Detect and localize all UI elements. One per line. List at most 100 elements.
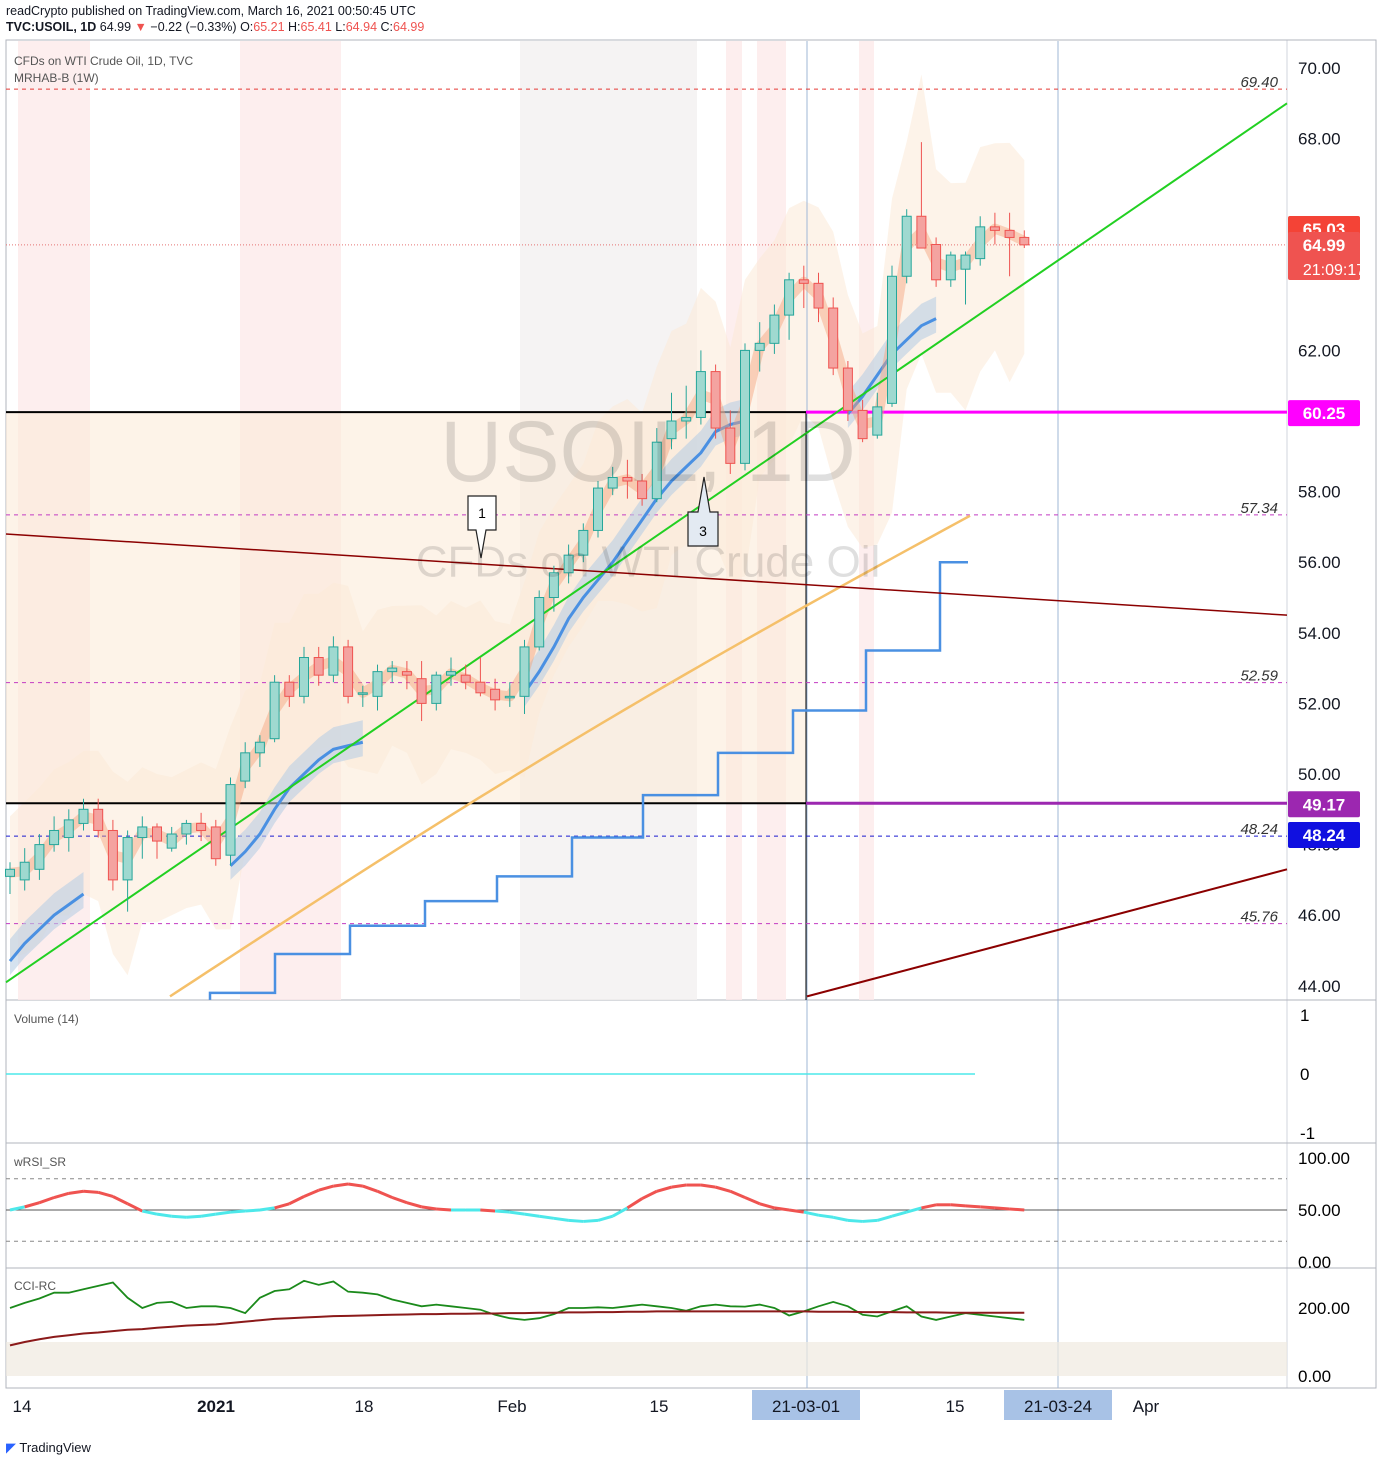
level-label: 57.34 bbox=[1240, 500, 1278, 517]
candle-body bbox=[695, 371, 706, 418]
rsi-line-segment bbox=[9, 1205, 26, 1212]
stepped-line bbox=[208, 560, 968, 1000]
candle-body bbox=[534, 597, 545, 648]
candle-body bbox=[34, 844, 45, 870]
candle-body bbox=[299, 657, 309, 697]
rsi-tick-label: 0.00 bbox=[1298, 1253, 1331, 1272]
price-label-box bbox=[1288, 822, 1360, 848]
candle-body bbox=[181, 822, 192, 835]
candle-body bbox=[107, 829, 118, 881]
candle-body bbox=[842, 367, 853, 411]
candle-body bbox=[857, 409, 868, 440]
tradingview-logo-icon: ◤ bbox=[6, 1440, 16, 1455]
rsi-line-segment bbox=[509, 1210, 525, 1216]
candle-body bbox=[490, 688, 501, 701]
volume-pane-title: Volume (14) bbox=[14, 1012, 79, 1026]
watermark-symbol: USOIL, 1D bbox=[440, 404, 856, 500]
candle-body bbox=[622, 476, 633, 482]
low-label: L: bbox=[335, 20, 346, 34]
rsi-line-segment bbox=[318, 1184, 334, 1192]
high-value: 65.41 bbox=[300, 20, 332, 34]
x-tick-label: Apr bbox=[1133, 1397, 1160, 1416]
rsi-line-segment bbox=[245, 1208, 261, 1213]
rsi-line-segment bbox=[891, 1210, 908, 1218]
candle-body bbox=[401, 671, 412, 676]
rsi-line-segment bbox=[156, 1212, 172, 1218]
candle-body bbox=[887, 275, 897, 404]
candle-body bbox=[916, 215, 927, 249]
price-label-sub: 21:09:17 bbox=[1303, 262, 1365, 279]
rsi-line-segment bbox=[568, 1218, 584, 1223]
candle-body bbox=[431, 674, 442, 704]
y-tick-label: 52.00 bbox=[1298, 694, 1341, 713]
rsi-line-segment bbox=[494, 1209, 510, 1214]
y-tick-label: 58.00 bbox=[1298, 483, 1341, 502]
candle-body bbox=[475, 681, 486, 694]
candle-body bbox=[137, 826, 148, 839]
candle-body bbox=[446, 671, 456, 676]
rsi-line-segment bbox=[38, 1196, 55, 1205]
last-price: 64.99 bbox=[99, 20, 132, 34]
candle-body bbox=[343, 646, 354, 697]
cci-pane-title: CCI-RC bbox=[14, 1279, 56, 1293]
rsi-line-segment bbox=[112, 1195, 129, 1206]
rsi-line-segment bbox=[421, 1205, 437, 1211]
level-label: 45.76 bbox=[1240, 909, 1278, 926]
level-label: 69.40 bbox=[1240, 74, 1278, 91]
price-label-text: 48.24 bbox=[1303, 826, 1346, 845]
y-tick-label: 46.00 bbox=[1298, 906, 1341, 925]
rsi-line-segment bbox=[83, 1189, 99, 1194]
callout-3-shape bbox=[687, 476, 719, 547]
candle-body bbox=[19, 861, 30, 881]
level-label: 52.59 bbox=[1240, 668, 1278, 685]
y-tick-label: 62.00 bbox=[1298, 341, 1341, 360]
rsi-line-segment bbox=[1009, 1207, 1025, 1212]
candle-body bbox=[651, 441, 662, 500]
candle-body bbox=[740, 349, 750, 464]
rsi-line-segment bbox=[759, 1202, 775, 1210]
candle-body bbox=[372, 671, 383, 697]
x-tick-label: Feb bbox=[497, 1397, 526, 1416]
candle-body bbox=[813, 282, 824, 309]
candle-body bbox=[960, 254, 971, 270]
rsi-line-segment bbox=[303, 1188, 320, 1198]
candle-body bbox=[196, 822, 207, 831]
red-trendline-lower bbox=[806, 868, 1288, 998]
blue-ma-line bbox=[8, 892, 85, 963]
blue-ma-line bbox=[523, 419, 746, 694]
callout-1-shape bbox=[467, 495, 497, 559]
x-tick-label: 15 bbox=[946, 1397, 965, 1416]
callout-3-label: 3 bbox=[699, 523, 707, 539]
rsi-line-segment bbox=[832, 1215, 849, 1222]
candle-body bbox=[872, 406, 883, 436]
rsi-line-segment bbox=[24, 1201, 40, 1209]
candle-body bbox=[240, 752, 251, 782]
level-label: 48.24 bbox=[1240, 821, 1278, 838]
publisher-line: readCrypto published on TradingView.com,… bbox=[6, 4, 416, 18]
candle-body bbox=[122, 837, 133, 881]
change-value: −0.22 (−0.33%) bbox=[150, 20, 237, 34]
candle-body bbox=[798, 279, 809, 284]
x-tick-label: 18 bbox=[355, 1397, 374, 1416]
tradingview-logo[interactable]: ◤ TradingView bbox=[6, 1440, 91, 1456]
price-label: 60.25 bbox=[1288, 400, 1360, 427]
rsi-line-segment bbox=[553, 1216, 569, 1222]
symbol-label: TVC:USOIL, 1D bbox=[6, 20, 97, 34]
candle-body bbox=[210, 826, 221, 860]
x-tick-label: 15 bbox=[650, 1397, 669, 1416]
price-label-text: 49.17 bbox=[1303, 795, 1346, 814]
rsi-line-segment bbox=[141, 1209, 158, 1216]
price-label: 49.17 bbox=[1288, 791, 1360, 818]
rsi-line-segment bbox=[524, 1212, 540, 1218]
rsi-line-segment bbox=[171, 1214, 187, 1219]
blue-ma-line bbox=[229, 740, 364, 867]
candle-body bbox=[284, 681, 295, 697]
candle-body bbox=[269, 681, 280, 740]
short-ma-band bbox=[9, 223, 1027, 878]
candle-body bbox=[1004, 229, 1015, 238]
y-tick-label: 56.00 bbox=[1298, 553, 1341, 572]
x-tick-label: 14 bbox=[13, 1397, 32, 1416]
rsi-line-segment bbox=[656, 1185, 672, 1193]
candle-body bbox=[945, 254, 956, 281]
